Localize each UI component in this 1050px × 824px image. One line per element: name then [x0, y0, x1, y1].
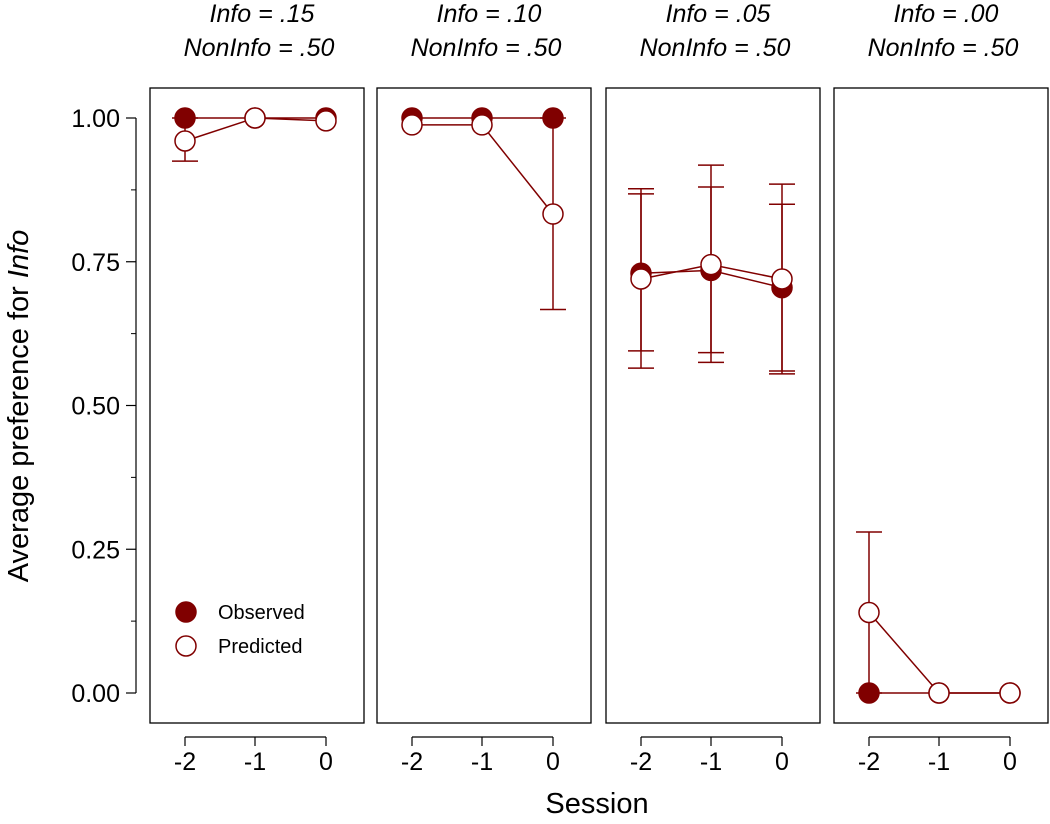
- x-tick-label: -2: [401, 748, 423, 776]
- predicted-point: [471, 114, 493, 136]
- predicted-point: [630, 268, 652, 290]
- x-tick-label: 0: [546, 748, 560, 776]
- x-tick-label: 0: [1003, 748, 1017, 776]
- observed-point: [858, 682, 880, 704]
- panel-title-line1: Info = .15: [210, 0, 315, 28]
- predicted-point: [700, 253, 722, 276]
- panel-frame: [833, 87, 1049, 724]
- y-axis: 0.00 0.25 0.50 0.75 1.00: [71, 105, 137, 708]
- legend: Observed Predicted: [175, 601, 305, 658]
- legend-label-predicted: Predicted: [218, 636, 303, 658]
- predicted-point: [401, 114, 423, 136]
- predicted-point: [244, 107, 266, 129]
- x-tick-label: 0: [319, 748, 333, 776]
- x-axis-title: Session: [545, 788, 648, 819]
- panel-title-line2: NonInfo = .50: [184, 34, 335, 62]
- predicted-point: [542, 203, 564, 225]
- observed-point: [542, 107, 564, 129]
- panel-4: Info = .00 NonInfo = .50 -2 -1 0: [833, 0, 1049, 776]
- y-tick-label: 1.00: [71, 105, 120, 133]
- x-tick-label: -1: [700, 748, 722, 776]
- panel-1: Info = .15 NonInfo = .50 -2 -1 0: [149, 0, 365, 776]
- predicted-point: [858, 601, 880, 624]
- panel-title-line1: Info = .00: [894, 0, 999, 28]
- y-axis-title-text: Average preference for: [3, 278, 35, 582]
- panels-layer: 0.00 0.25 0.50 0.75 1.00 Info = .15 NonInfo = …: [71, 0, 1049, 776]
- observed-point: [174, 107, 196, 129]
- panel-frame: [149, 87, 365, 724]
- predicted-point: [999, 682, 1021, 704]
- x-tick-label: 0: [775, 748, 789, 776]
- panel-title-line1: Info = .10: [437, 0, 542, 28]
- y-tick-label: 0.75: [71, 249, 120, 277]
- x-tick-label: -2: [858, 748, 880, 776]
- y-tick-label: 0.00: [71, 680, 120, 708]
- panel-frame: [376, 87, 592, 724]
- panel-2: Info = .10 NonInfo = .50 -2 -1 0: [376, 0, 592, 776]
- predicted-point: [928, 682, 950, 704]
- y-axis-title: Average preference for Info: [3, 230, 35, 583]
- panel-title-line1: Info = .05: [666, 0, 771, 28]
- x-tick-label: -2: [174, 748, 196, 776]
- panel-title-line2: NonInfo = .50: [411, 34, 562, 62]
- x-tick-label: -1: [244, 748, 266, 776]
- predicted-point: [315, 110, 337, 132]
- y-tick-label: 0.50: [71, 393, 120, 421]
- panel-title-line2: NonInfo = .50: [640, 34, 791, 62]
- legend-label-observed: Observed: [218, 602, 305, 624]
- panel-title-line2: NonInfo = .50: [868, 34, 1019, 62]
- legend-marker-observed: [175, 601, 197, 623]
- y-axis-title-emphasis: Info: [3, 230, 35, 278]
- predicted-line: [868, 612, 1010, 694]
- x-tick-label: -2: [630, 748, 652, 776]
- panel-frame: [605, 87, 821, 724]
- predicted-point: [771, 268, 793, 290]
- x-tick-label: -1: [471, 748, 493, 776]
- legend-marker-predicted: [175, 635, 197, 657]
- x-tick-label: -1: [928, 748, 950, 776]
- predicted-point: [174, 130, 196, 152]
- y-tick-label: 0.25: [71, 536, 120, 564]
- predicted-line: [412, 124, 554, 215]
- panel-3: Info = .05 NonInfo = .50 -2 -1 0: [605, 0, 821, 776]
